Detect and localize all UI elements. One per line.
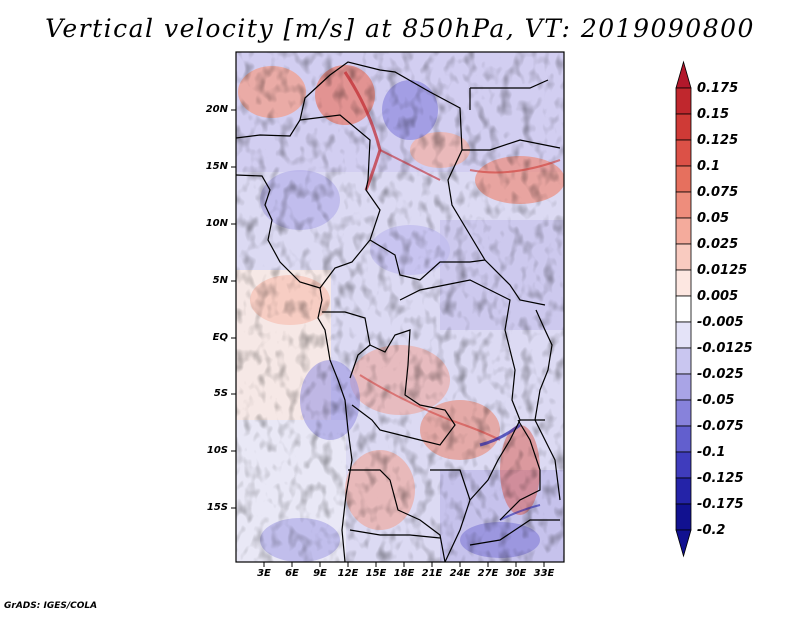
lat-label: 5S [213, 388, 228, 399]
colorbar-segment [675, 295, 692, 323]
lon-label: 9E [313, 568, 327, 579]
colorbar-segment [675, 477, 692, 505]
colorbar-label: -0.05 [697, 393, 735, 408]
colorbar-label: -0.125 [697, 471, 744, 486]
lon-label: 30E [505, 568, 527, 579]
colorbar-segment [675, 347, 692, 375]
lon-label: 3E [257, 568, 271, 579]
colorbar-label: -0.2 [697, 523, 726, 538]
lon-label: 12E [337, 568, 359, 579]
lat-label: 5N [212, 275, 228, 286]
colorbar-segment [675, 321, 692, 349]
colorbar-label: 0.005 [697, 289, 739, 304]
colorbar-label: -0.005 [697, 315, 744, 330]
grads-credit: GrADS: IGES/COLA [4, 601, 98, 611]
colorbar-label: 0.125 [697, 133, 739, 148]
colorbar-label: 0.05 [697, 211, 730, 226]
colorbar-segment [675, 425, 692, 453]
colorbar-top-arrow [675, 60, 692, 89]
colorbar-label: 0.1 [697, 159, 721, 174]
lat-label: 20N [205, 104, 228, 115]
colorbar-segment [675, 217, 692, 245]
colorbar-label: 0.075 [697, 185, 739, 200]
colorbar-segment [675, 87, 692, 115]
colorbar-segment [675, 269, 692, 297]
lon-label: 24E [449, 568, 471, 579]
vertical-velocity-field [236, 52, 564, 562]
colorbar-label: -0.075 [697, 419, 744, 434]
colorbar-label: -0.1 [697, 445, 726, 460]
colorbar-segment [675, 243, 692, 271]
colorbar-segment [675, 399, 692, 427]
lon-label: 21E [421, 568, 443, 579]
lat-label: EQ [212, 332, 228, 343]
colorbar-segment [675, 373, 692, 401]
chart-title: Vertical velocity [m/s] at 850hPa, VT: 2… [45, 14, 755, 43]
colorbar-label: 0.15 [697, 107, 730, 122]
colorbar-segment [675, 191, 692, 219]
colorbar-label: -0.025 [697, 367, 744, 382]
lon-label: 6E [285, 568, 299, 579]
colorbar-segment [675, 165, 692, 193]
lon-label: 33E [533, 568, 555, 579]
lat-label: 15S [206, 502, 228, 513]
map-frame [235, 51, 565, 563]
colorbar-segment [675, 503, 692, 531]
colorbar-segment [675, 451, 692, 479]
colorbar-segment [675, 139, 692, 167]
colorbar-label: 0.025 [697, 237, 739, 252]
colorbar-label: -0.0125 [697, 341, 753, 356]
colorbar-segment [675, 113, 692, 141]
colorbar-label: 0.0125 [697, 263, 748, 278]
lat-label: 15N [205, 161, 228, 172]
lat-label: 10S [206, 445, 228, 456]
colorbar-label: -0.175 [697, 497, 744, 512]
lon-label: 27E [477, 568, 499, 579]
colorbar-label: 0.175 [697, 81, 739, 96]
lon-label: 18E [393, 568, 415, 579]
colorbar [675, 60, 692, 558]
colorbar-bottom-arrow [675, 529, 692, 558]
lon-label: 15E [365, 568, 387, 579]
axis-ticks [231, 109, 545, 567]
lat-label: 10N [205, 218, 228, 229]
country-boundaries [236, 61, 561, 562]
